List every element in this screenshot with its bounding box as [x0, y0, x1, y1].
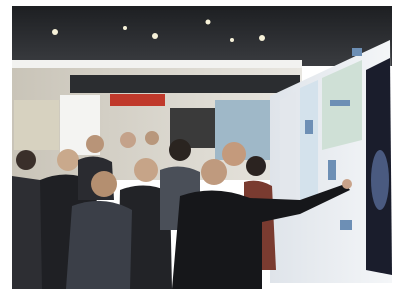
photo-scene — [0, 0, 402, 289]
ceiling — [12, 6, 392, 66]
left-booth — [14, 100, 59, 150]
booth-sign — [110, 94, 165, 106]
banner-beam — [12, 60, 302, 68]
poster — [280, 92, 296, 205]
page — [0, 0, 402, 289]
poster — [300, 80, 318, 205]
poster-figure — [371, 150, 389, 210]
booth-header — [70, 75, 300, 93]
